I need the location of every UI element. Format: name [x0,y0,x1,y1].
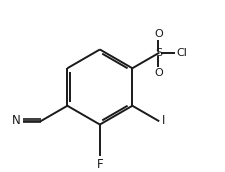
Text: S: S [154,48,161,58]
Text: O: O [153,29,162,39]
Text: Cl: Cl [176,48,186,58]
Text: F: F [96,158,103,171]
Text: O: O [153,68,162,78]
Text: I: I [161,114,164,127]
Text: N: N [12,114,21,127]
